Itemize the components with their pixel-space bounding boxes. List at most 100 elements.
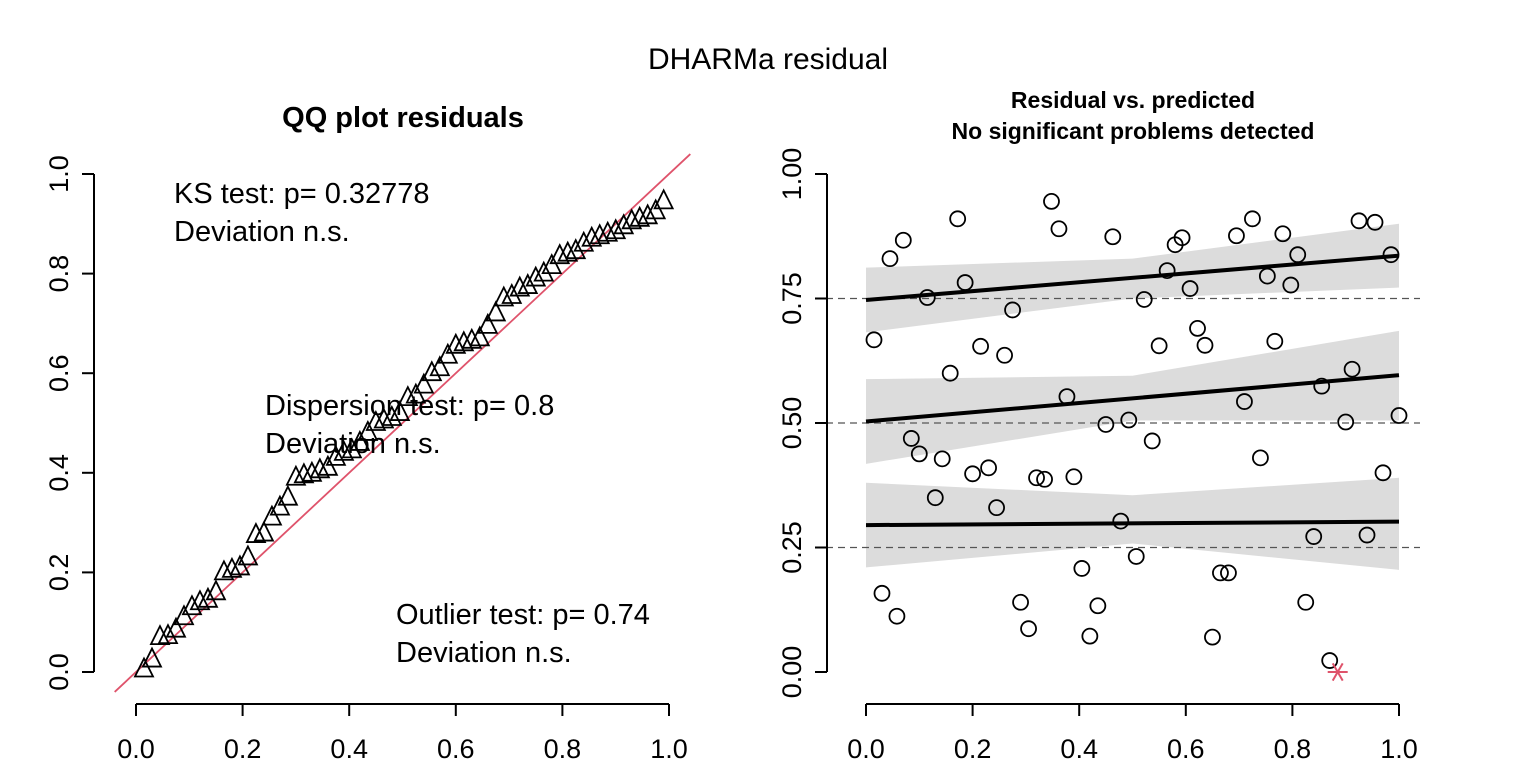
qq-point [525,265,547,287]
qq-point [309,457,331,479]
qq-point [493,285,515,307]
qq-point [645,198,667,220]
qq-point [597,220,619,242]
residual-point [1065,468,1083,486]
rv-x-tick-label: 0.8 [1274,734,1312,764]
qq-point [501,282,523,304]
qq-point [453,330,475,352]
residual-point [881,250,899,268]
rv-y-tick-label: 0.75 [777,272,807,325]
qq-y-tick-label: 1.0 [44,155,74,193]
qq-y-tick-label: 0.6 [44,354,74,392]
qq-point [341,437,363,459]
residual-point [1020,620,1037,638]
residual-point [1228,227,1245,245]
qq-annotation-text: KS test: p= 0.32778 [174,178,430,210]
residual-point [1004,301,1021,319]
qq-point [253,520,275,542]
residual-point [1135,291,1153,308]
qq-point [573,230,595,252]
qq-point [477,312,499,334]
residual-point [1097,416,1115,433]
residual-point [888,607,906,625]
outlier-point [1327,662,1348,682]
residual-point [1220,564,1237,582]
residual-plot-title: Residual vs. predicted [1011,87,1255,113]
rv-y-tick-label: 0.50 [777,397,807,450]
residual-plot-subtitle: No significant problems detected [952,118,1315,144]
qq-point [205,579,227,601]
residual-point [1036,470,1053,488]
rv-y-tick-label: 0.25 [777,521,807,574]
qq-point [149,624,171,646]
qq-point [317,454,339,476]
qq-point [245,522,267,543]
residual-point [1012,593,1029,611]
rv-y-tick-label: 0.00 [777,646,807,699]
rv-x-tick-label: 0.0 [847,734,885,764]
quantile-fit-line [865,373,1400,424]
residual-point [1366,213,1384,231]
qq-point [373,407,395,429]
residual-point [980,459,997,477]
qq-point [565,238,587,260]
residual-point [926,489,944,507]
qq-point [397,385,419,407]
qq-point [637,203,659,225]
residual-point [1252,449,1269,467]
qq-point [549,243,571,265]
qq-point [269,494,291,516]
residual-point [1282,276,1300,294]
qq-point [557,240,579,262]
residual-point [1181,280,1199,297]
residual-point [894,231,912,249]
qq-y-tick-label: 0.2 [44,554,74,592]
qq-point [357,419,379,441]
residual-point [918,289,936,306]
qq-point [429,355,451,377]
qq-point [189,589,211,611]
qq-point [485,300,507,322]
residual-point [1158,262,1176,280]
qq-x-tick-label: 0.4 [330,734,368,764]
residual-point [1050,220,1068,238]
residual-point [941,364,959,382]
residual-point [933,450,951,468]
qq-annotation-text: Outlier test: p= 0.74 [396,599,650,631]
qq-point [293,462,315,484]
residual-point [1089,597,1107,615]
qq-point [237,544,259,566]
qq-point [197,586,219,608]
residual-point [1313,377,1331,395]
residual-point [1244,210,1261,228]
qq-y-tick-label: 0.8 [44,255,74,293]
qq-point [261,504,283,526]
rv-y-tick-label: 1.00 [777,148,807,201]
residual-point [1390,407,1408,424]
qq-x-tick-label: 0.8 [544,734,582,764]
qq-point [629,205,651,227]
residual-point [865,331,883,349]
residual-point [988,499,1005,517]
residual-point [1321,652,1339,669]
residual-point [1043,192,1060,210]
residual-point [1127,548,1145,565]
residual-point [1382,246,1400,264]
residual-point [1289,246,1307,264]
residual-point [1189,319,1206,337]
residual-point [1297,593,1315,611]
qq-point [437,342,459,364]
qq-y-tick-label: 0.0 [44,653,74,691]
qq-point [133,656,155,678]
qq-x-tick-label: 0.2 [224,734,262,764]
residual-point [972,337,989,355]
residual-point [1374,464,1392,482]
qq-point [285,464,307,486]
qq-point [581,225,603,247]
qq-point [157,623,179,645]
qq-annotation-text: Deviation n.s. [265,428,441,460]
qq-point [221,556,243,578]
qq-point [461,327,483,349]
residual-point [964,465,981,483]
qq-point [469,325,491,347]
